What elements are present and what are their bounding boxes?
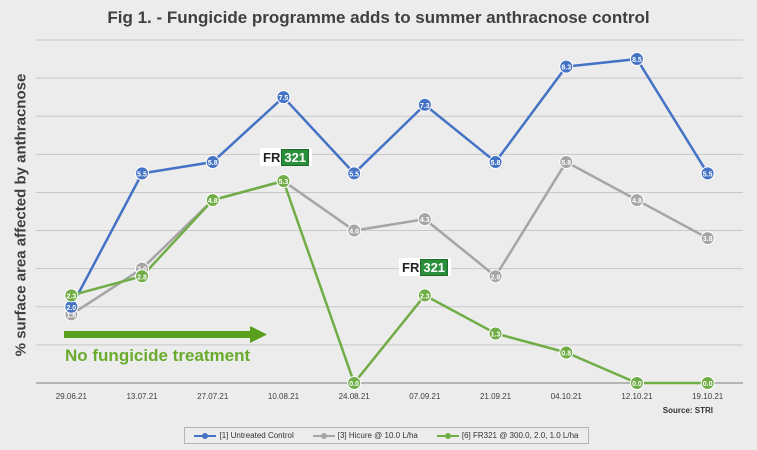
no-fungicide-arrow-shaft	[64, 331, 250, 338]
data-label: 5.8	[491, 160, 501, 167]
data-label: 1.3	[491, 331, 501, 338]
series-line	[70, 57, 709, 308]
data-point	[205, 154, 220, 169]
data-label: 5.3	[279, 179, 289, 186]
no-fungicide-arrow-head	[250, 326, 267, 343]
data-point	[417, 288, 432, 303]
chart-title: Fig 1. - Fungicide programme adds to sum…	[107, 8, 650, 27]
data-point	[347, 376, 362, 390]
series-line	[71, 179, 708, 385]
legend-label-untreated: [1] Untreated Control	[219, 431, 294, 440]
data-point	[488, 269, 503, 284]
data-point	[347, 223, 362, 238]
data-label: 4.3	[420, 217, 430, 224]
legend-swatch-hicure	[312, 432, 335, 439]
x-tick-label: 12.10.21	[621, 392, 653, 401]
legend-item-fr321: [6] FR321 @ 300.0, 2.0, 1.0 L/ha	[436, 431, 579, 440]
data-label: 2.3	[66, 293, 76, 300]
data-label: 5.8	[208, 160, 218, 167]
data-point	[417, 212, 432, 227]
legend-item-untreated: [1] Untreated Control	[194, 431, 294, 440]
data-label: 0.8	[561, 351, 571, 358]
x-tick-label: 21.09.21	[480, 392, 512, 401]
data-point	[135, 166, 150, 181]
fr321-logo-number: 321	[420, 258, 449, 276]
data-label: 0.0	[703, 381, 713, 388]
x-tick-label: 24.08.21	[339, 392, 371, 401]
data-point	[347, 166, 362, 181]
legend-item-hicure: [3] Hicure @ 10.0 L/ha	[312, 431, 418, 440]
fr321-logo-prefix: FR	[263, 149, 281, 165]
data-point	[135, 269, 150, 284]
data-label: 2.0	[66, 305, 76, 312]
data-label: 7.3	[420, 103, 430, 110]
data-point	[276, 174, 291, 189]
data-label: 5.5	[703, 171, 713, 178]
x-tick-label: 04.10.21	[551, 392, 583, 401]
legend-label-fr321: [6] FR321 @ 300.0, 2.0, 1.0 L/ha	[461, 431, 579, 440]
chart-legend: [1] Untreated Control [3] Hicure @ 10.0 …	[184, 427, 589, 444]
data-label: 4.0	[349, 229, 359, 236]
x-tick-label: 13.07.21	[126, 392, 158, 401]
data-point	[488, 326, 503, 341]
legend-swatch-untreated	[194, 432, 217, 439]
data-point	[629, 376, 644, 390]
data-point	[700, 376, 715, 390]
data-point	[64, 288, 79, 303]
fr321-logo-2: FR 321	[399, 258, 452, 276]
data-label: 7.5	[279, 95, 289, 102]
data-point	[559, 59, 574, 74]
legend-label-hicure: [3] Hicure @ 10.0 L/ha	[337, 431, 418, 440]
data-label: 3.8	[703, 236, 713, 243]
data-point	[559, 154, 574, 169]
data-label: 5.8	[561, 160, 571, 167]
data-point	[276, 90, 291, 105]
data-label: 1.8	[66, 312, 76, 319]
no-fungicide-annotation: No fungicide treatment	[65, 346, 251, 365]
data-label: 5.5	[137, 171, 147, 178]
x-tick-label: 10.08.21	[268, 392, 300, 401]
data-label: 4.8	[208, 198, 218, 205]
data-point	[205, 193, 220, 208]
data-label: 2.8	[137, 274, 147, 281]
x-tick-label: 29.06.21	[56, 392, 88, 401]
data-label: 0.0	[632, 381, 642, 388]
data-label: 5.5	[349, 171, 359, 178]
fr321-logo-number: 321	[281, 148, 310, 166]
data-point	[488, 154, 503, 169]
data-label: 4.8	[632, 198, 642, 205]
data-label: 8.5	[632, 57, 642, 64]
data-label: 0.0	[349, 381, 359, 388]
x-tick-label: 07.09.21	[409, 392, 441, 401]
data-point	[629, 52, 644, 67]
x-tick-label: 27.07.21	[197, 392, 229, 401]
data-label: 2.8	[491, 274, 501, 281]
data-label: 8.3	[561, 65, 571, 72]
data-point	[417, 97, 432, 112]
x-tick-label: 19.10.21	[692, 392, 724, 401]
series-line	[70, 160, 709, 316]
data-point	[700, 231, 715, 246]
data-point	[559, 345, 574, 360]
fr321-logo-prefix: FR	[402, 259, 420, 275]
source-note: Source: STRI	[662, 406, 713, 415]
legend-swatch-fr321	[436, 432, 459, 439]
data-point	[700, 166, 715, 181]
fr321-logo-1: FR 321	[260, 148, 313, 166]
data-label: 2.3	[420, 293, 430, 300]
data-point	[629, 193, 644, 208]
